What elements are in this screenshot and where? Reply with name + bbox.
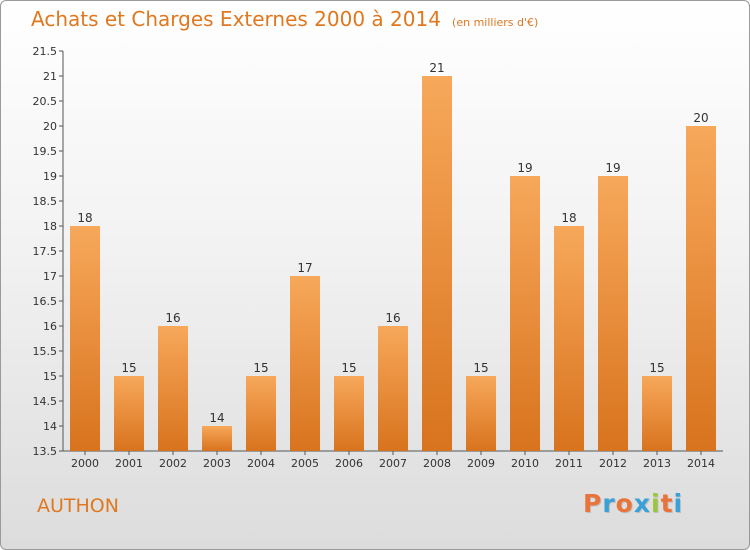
y-tick-label: 15: [43, 370, 57, 383]
y-axis: 13.5 14 14.5 15 15.5 16 16.5 17 17.5 18 18.5 19 19.5…: [33, 45, 64, 458]
chart-title: Achats et Charges Externes 2000 à 2014 (…: [31, 7, 538, 31]
bar-value-label: 15: [649, 361, 664, 375]
bars-group: 18 15 16 14 15 17 15 16 21 15 19 18 19 15 20: [70, 61, 716, 451]
bar-2007: [378, 326, 408, 451]
x-tick-label: 2003: [203, 457, 231, 470]
x-tick-label: 2001: [115, 457, 143, 470]
y-tick-label: 13.5: [33, 445, 58, 458]
y-tick-label: 14.5: [33, 395, 58, 408]
bar-value-label: 19: [605, 161, 620, 175]
bar-2006: [334, 376, 364, 451]
bar-2000: [70, 226, 100, 451]
bar-value-label: 19: [517, 161, 532, 175]
y-tick-label: 18: [43, 220, 57, 233]
x-axis: 2000 2001 2002 2003 2004 2005 2006 2007 2008 2009…: [63, 450, 723, 470]
y-tick-label: 16.5: [33, 295, 58, 308]
bar-value-label: 18: [77, 211, 92, 225]
bar-value-label: 15: [473, 361, 488, 375]
x-tick-label: 2006: [335, 457, 363, 470]
y-tick-label: 20.5: [33, 95, 58, 108]
bar-2013: [642, 376, 672, 451]
bar-value-label: 18: [561, 211, 576, 225]
x-tick-label: 2005: [291, 457, 319, 470]
y-tick-label: 17.5: [33, 245, 58, 258]
proxiti-logo: Proxiti: [583, 489, 684, 518]
x-tick-label: 2000: [71, 457, 99, 470]
y-tick-label: 16: [43, 320, 57, 333]
x-tick-label: 2010: [511, 457, 539, 470]
y-tick-label: 21: [43, 70, 57, 83]
bar-value-label: 15: [121, 361, 136, 375]
bar-value-label: 20: [693, 111, 708, 125]
bar-value-label: 16: [165, 311, 180, 325]
bar-2008: [422, 76, 452, 451]
bar-2009: [466, 376, 496, 451]
y-tick-label: 19.5: [33, 145, 58, 158]
bar-value-label: 15: [341, 361, 356, 375]
x-tick-label: 2011: [555, 457, 583, 470]
y-tick-label: 20: [43, 120, 57, 133]
bar-2011: [554, 226, 584, 451]
bar-value-label: 14: [209, 411, 224, 425]
bar-2014: [686, 126, 716, 451]
y-tick-label: 21.5: [33, 45, 58, 58]
y-tick-label: 18.5: [33, 195, 58, 208]
y-tick-label: 17: [43, 270, 57, 283]
x-tick-label: 2013: [643, 457, 671, 470]
bar-2003: [202, 426, 232, 451]
x-tick-label: 2002: [159, 457, 187, 470]
bar-2004: [246, 376, 276, 451]
title-text: Achats et Charges Externes 2000 à 2014: [31, 7, 441, 31]
bar-value-label: 15: [253, 361, 268, 375]
y-tick-label: 19: [43, 170, 57, 183]
y-tick-label: 14: [43, 420, 57, 433]
bar-2001: [114, 376, 144, 451]
bar-value-label: 21: [429, 61, 444, 75]
x-tick-label: 2014: [687, 457, 715, 470]
x-tick-label: 2012: [599, 457, 627, 470]
x-tick-label: 2009: [467, 457, 495, 470]
bar-2012: [598, 176, 628, 451]
y-tick-label: 15.5: [33, 345, 58, 358]
commune-name: AUTHON: [37, 495, 119, 517]
bar-2002: [158, 326, 188, 451]
bar-2005: [290, 276, 320, 451]
x-tick-label: 2007: [379, 457, 407, 470]
x-tick-label: 2008: [423, 457, 451, 470]
bar-value-label: 17: [297, 261, 312, 275]
title-unit: (en milliers d'€): [452, 16, 539, 29]
bar-2010: [510, 176, 540, 451]
bar-value-label: 16: [385, 311, 400, 325]
x-tick-label: 2004: [247, 457, 275, 470]
